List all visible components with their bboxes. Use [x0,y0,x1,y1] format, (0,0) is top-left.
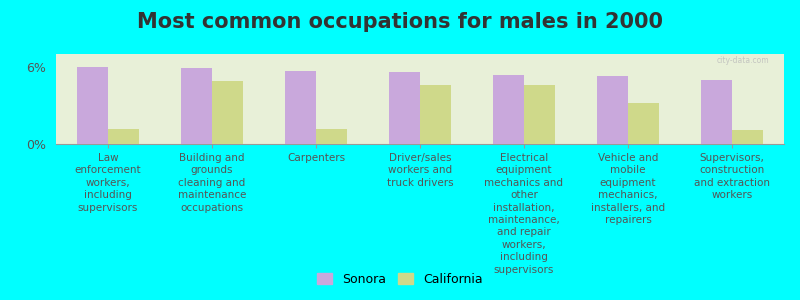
Text: Carpenters: Carpenters [287,153,345,163]
Text: Electrical
equipment
mechanics and
other
installation,
maintenance,
and repair
w: Electrical equipment mechanics and other… [485,153,563,274]
Bar [493,75,524,144]
Bar [732,130,763,144]
Bar [285,71,316,144]
Bar [628,103,659,144]
Bar [524,85,555,144]
Text: Building and
grounds
cleaning and
maintenance
occupations: Building and grounds cleaning and mainte… [178,153,246,213]
Bar [420,85,451,144]
Bar [389,72,420,144]
Legend: Sonora, California: Sonora, California [312,268,488,291]
Bar [701,80,732,144]
Text: Law
enforcement
workers,
including
supervisors: Law enforcement workers, including super… [74,153,142,213]
Text: city-data.com: city-data.com [717,56,770,65]
Text: Most common occupations for males in 2000: Most common occupations for males in 200… [137,12,663,32]
Bar [77,67,108,144]
Text: Driver/sales
workers and
truck drivers: Driver/sales workers and truck drivers [386,153,454,188]
Text: Vehicle and
mobile
equipment
mechanics,
installers, and
repairers: Vehicle and mobile equipment mechanics, … [591,153,665,225]
Bar [212,81,243,144]
Bar [181,68,212,144]
Bar [597,76,628,144]
Bar [316,129,347,144]
Text: Supervisors,
construction
and extraction
workers: Supervisors, construction and extraction… [694,153,770,200]
Bar [108,129,139,144]
